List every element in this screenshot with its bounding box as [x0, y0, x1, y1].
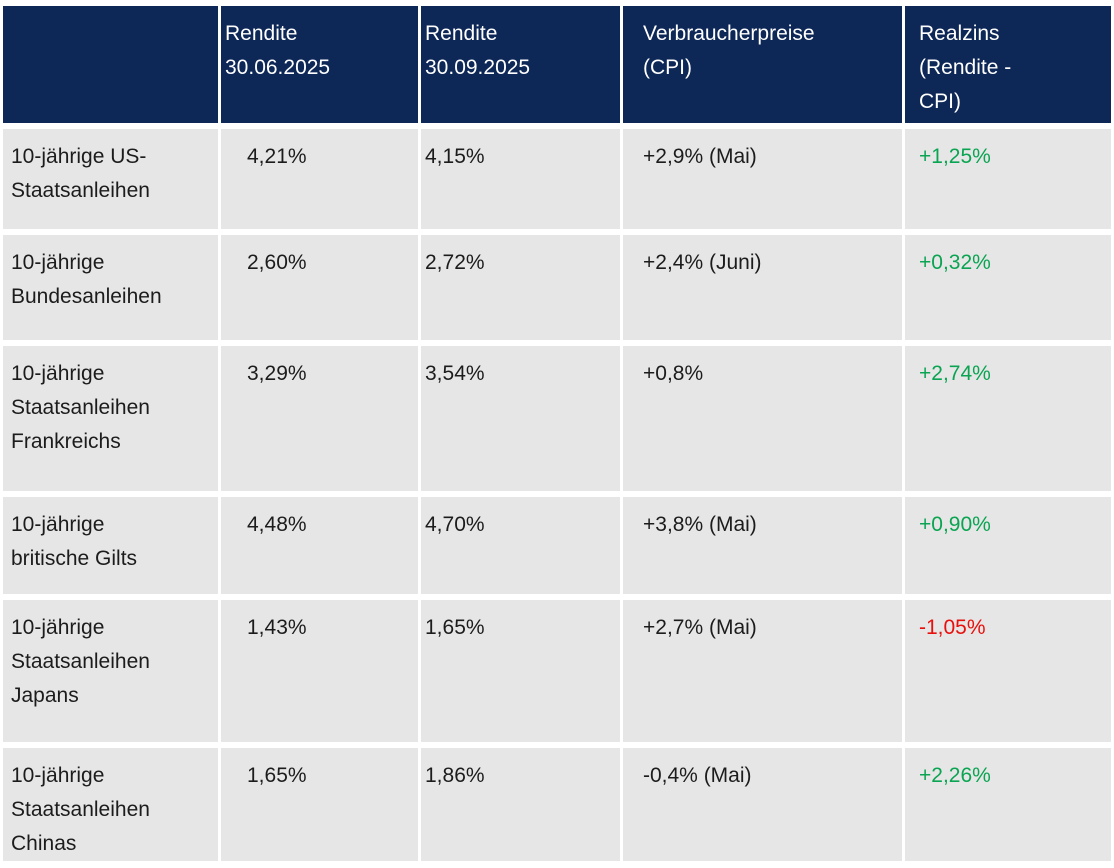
row-label: 10-jährige Staatsanleihen Chinas [3, 748, 218, 861]
row-label: 10-jährige Staatsanleihen Frankreichs [3, 346, 218, 491]
column-header-verbraucherpreise: Verbraucherpreise (CPI) [623, 6, 902, 123]
realzins-cell: +0,32% [905, 235, 1111, 340]
rendite-30-06-cell: 3,29% [221, 346, 418, 491]
realzins-cell: -1,05% [905, 600, 1111, 742]
table-row: 10-jährige britische Gilts 4,48% 4,70% +… [3, 497, 1111, 594]
row-label: 10-jährige britische Gilts [3, 497, 218, 594]
rendite-30-09-cell: 4,70% [421, 497, 620, 594]
verbraucherpreise-cpi-cell: -0,4% (Mai) [623, 748, 902, 861]
verbraucherpreise-cpi-cell: +3,8% (Mai) [623, 497, 902, 594]
table-row: 10-jährige Staatsanleihen Chinas 1,65% 1… [3, 748, 1111, 861]
row-label: 10-jährige Staatsanleihen Japans [3, 600, 218, 742]
rendite-30-09-cell: 2,72% [421, 235, 620, 340]
table-row: 10-jährige Staatsanleihen Japans 1,43% 1… [3, 600, 1111, 742]
rendite-30-06-cell: 4,48% [221, 497, 418, 594]
realzins-cell: +2,74% [905, 346, 1111, 491]
row-label: 10-jährige Bundesanleihen [3, 235, 218, 340]
realzins-cell: +1,25% [905, 129, 1111, 229]
verbraucherpreise-cpi-cell: +2,9% (Mai) [623, 129, 902, 229]
rendite-30-06-cell: 2,60% [221, 235, 418, 340]
rendite-30-09-cell: 1,65% [421, 600, 620, 742]
verbraucherpreise-cpi-cell: +2,7% (Mai) [623, 600, 902, 742]
rendite-30-06-cell: 4,21% [221, 129, 418, 229]
column-header-realzins: Realzins (Rendite - CPI) [905, 6, 1111, 123]
verbraucherpreise-cpi-cell: +2,4% (Juni) [623, 235, 902, 340]
table-row: 10-jährige Staatsanleihen Frankreichs 3,… [3, 346, 1111, 491]
header-row: Rendite 30.06.2025 Rendite 30.09.2025 Ve… [3, 6, 1111, 123]
column-header-empty [3, 6, 218, 123]
rendite-30-09-cell: 4,15% [421, 129, 620, 229]
realzins-cell: +0,90% [905, 497, 1111, 594]
table-header: Rendite 30.06.2025 Rendite 30.09.2025 Ve… [3, 6, 1111, 123]
rendite-30-09-cell: 3,54% [421, 346, 620, 491]
realzins-cell: +2,26% [905, 748, 1111, 861]
rendite-30-06-cell: 1,65% [221, 748, 418, 861]
verbraucherpreise-cpi-cell: +0,8% [623, 346, 902, 491]
table-row: 10-jährige Bundesanleihen 2,60% 2,72% +2… [3, 235, 1111, 340]
rendite-30-09-cell: 1,86% [421, 748, 620, 861]
table-row: 10-jährige US- Staatsanleihen 4,21% 4,15… [3, 129, 1111, 229]
column-header-rendite-30-06: Rendite 30.06.2025 [221, 6, 418, 123]
column-header-rendite-30-09: Rendite 30.09.2025 [421, 6, 620, 123]
rendite-30-06-cell: 1,43% [221, 600, 418, 742]
table-body: 10-jährige US- Staatsanleihen 4,21% 4,15… [3, 129, 1111, 861]
row-label: 10-jährige US- Staatsanleihen [3, 129, 218, 229]
